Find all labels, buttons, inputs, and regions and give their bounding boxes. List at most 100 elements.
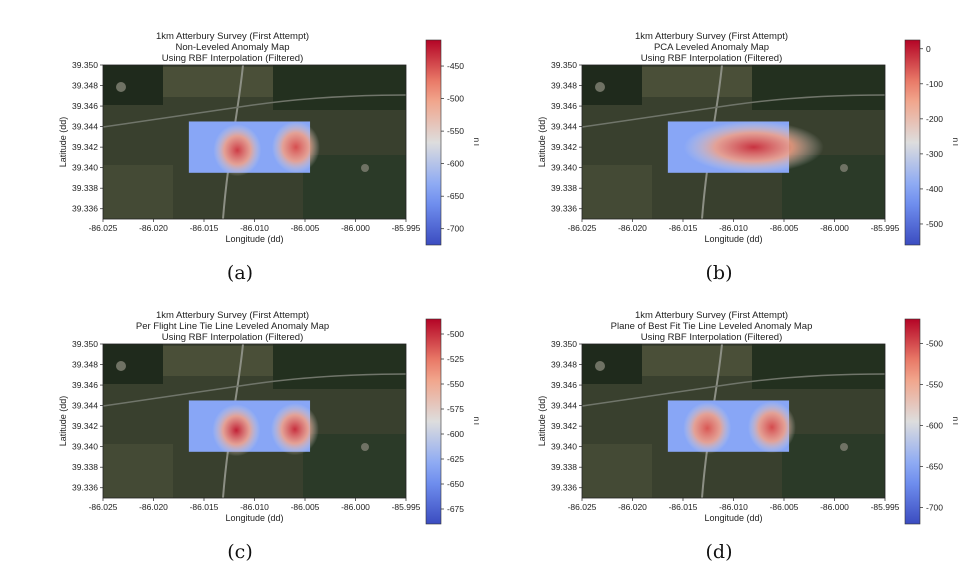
anomaly-heatmap [188, 400, 319, 457]
y-tick-label: 39.336 [551, 483, 577, 493]
building [840, 164, 848, 172]
x-tick-label: -85.995 [871, 223, 900, 233]
x-tick-label: -86.000 [820, 502, 849, 512]
x-axis-label: Longitude (dd) [225, 513, 283, 523]
colorbar-tick-label: -500 [447, 94, 464, 104]
y-tick-label: 39.340 [72, 442, 98, 452]
y-tick-label: 39.348 [72, 81, 98, 91]
colorbar-label: nT [472, 417, 479, 427]
x-axis-label: Longitude (dd) [704, 513, 762, 523]
colorbar-tick-label: -600 [447, 159, 464, 169]
road [103, 373, 406, 407]
y-tick-label: 39.348 [551, 360, 577, 370]
colorbar [425, 39, 442, 246]
y-tick-label: 39.342 [72, 142, 98, 152]
x-tick-label: -85.995 [871, 502, 900, 512]
colorbar [904, 318, 921, 525]
field-patch [582, 165, 652, 219]
chart-title-line-3: Using RBF Interpolation (Filtered) [640, 332, 783, 343]
y-tick-label: 39.348 [72, 360, 98, 370]
forest-patch [103, 344, 163, 384]
forest-patch [752, 65, 885, 110]
anomaly-hotspot [683, 402, 732, 455]
x-tick-label: -86.000 [341, 502, 370, 512]
panel-b: 1km Atterbury Survey (First Attempt) PCA … [479, 0, 958, 284]
y-tick-label: 39.340 [72, 163, 98, 173]
y-tick-label: 39.350 [72, 60, 98, 70]
building [361, 164, 369, 172]
colorbar-tick-label: -500 [447, 329, 464, 339]
colorbar-tick-label: -300 [926, 149, 943, 159]
building [840, 443, 848, 451]
colorbar [425, 318, 442, 525]
forest-patch [103, 65, 163, 105]
colorbar-tick-label: -400 [926, 184, 943, 194]
colorbar-tick-label: -550 [926, 380, 943, 390]
x-tick-label: -86.025 [568, 502, 597, 512]
panel-d: 1km Atterbury Survey (First Attempt) Plan… [479, 279, 958, 563]
y-tick-label: 39.350 [551, 339, 577, 349]
x-tick-label: -86.010 [719, 502, 748, 512]
road [582, 373, 885, 407]
y-tick-label: 39.338 [551, 183, 577, 193]
chart-svg: -86.025 -86.020 -86.015 -86.010 -86.005 -86.0… [537, 318, 958, 525]
x-tick-label: -86.025 [568, 223, 597, 233]
colorbar-tick-label: -650 [447, 191, 464, 201]
y-tick-label: 39.344 [72, 401, 98, 411]
colorbar-tick-label: 0 [926, 44, 931, 54]
anomaly-heatmap [667, 121, 824, 174]
colorbar-tick-label: -200 [926, 114, 943, 124]
colorbar-tick-label: -600 [926, 421, 943, 431]
building [595, 361, 605, 371]
x-tick-label: -86.020 [139, 223, 168, 233]
forest-patch [273, 344, 406, 389]
y-tick-label: 39.346 [72, 101, 98, 111]
panel-caption: (a) [226, 262, 254, 284]
forest-patch [303, 155, 406, 219]
field-patch [642, 346, 752, 376]
y-tick-label: 39.346 [72, 380, 98, 390]
anomaly-hotspot [683, 121, 824, 174]
field-patch [163, 67, 273, 97]
x-tick-label: -86.000 [341, 223, 370, 233]
x-tick-label: -86.020 [618, 223, 647, 233]
chart-title-line-3: Using RBF Interpolation (Filtered) [161, 332, 304, 343]
anomaly-hotspot [747, 401, 796, 454]
anomaly-hotspot [270, 403, 319, 456]
field-patch [103, 444, 173, 498]
colorbar-tick-label: -500 [926, 219, 943, 229]
anomaly-hotspot [212, 404, 261, 457]
chart-title-line-1: 1km Atterbury Survey (First Attempt) [634, 310, 789, 321]
colorbar-tick-label: -700 [447, 224, 464, 234]
chart-title-line-1: 1km Atterbury Survey (First Attempt) [155, 310, 310, 321]
colorbar-label: nT [951, 138, 958, 148]
y-tick-label: 39.338 [72, 183, 98, 193]
x-tick-label: -86.010 [240, 223, 269, 233]
forest-patch [582, 65, 642, 105]
anomaly-heatmap [667, 400, 796, 455]
y-tick-label: 39.348 [551, 81, 577, 91]
y-tick-label: 39.344 [551, 122, 577, 132]
colorbar-tick-label: -600 [447, 429, 464, 439]
colorbar-tick-label: -550 [447, 379, 464, 389]
building [116, 361, 126, 371]
x-tick-label: -86.005 [291, 223, 320, 233]
x-tick-label: -86.010 [719, 223, 748, 233]
colorbar-tick-label: -700 [926, 503, 943, 513]
colorbar [904, 39, 921, 246]
forest-patch [752, 344, 885, 389]
chart-title-line-3: Using RBF Interpolation (Filtered) [161, 53, 304, 64]
colorbar-label: nT [951, 417, 958, 427]
anomaly-hotspot [213, 124, 262, 177]
x-tick-label: -86.015 [190, 502, 219, 512]
building [595, 82, 605, 92]
x-axis-label: Longitude (dd) [704, 234, 762, 244]
x-tick-label: -86.005 [291, 502, 320, 512]
y-tick-label: 39.344 [551, 401, 577, 411]
x-axis-label: Longitude (dd) [225, 234, 283, 244]
chart-title-line-1: 1km Atterbury Survey (First Attempt) [634, 31, 789, 42]
y-tick-label: 39.350 [72, 339, 98, 349]
x-tick-label: -86.000 [820, 223, 849, 233]
y-tick-label: 39.340 [551, 442, 577, 452]
colorbar-tick-label: -575 [447, 404, 464, 414]
